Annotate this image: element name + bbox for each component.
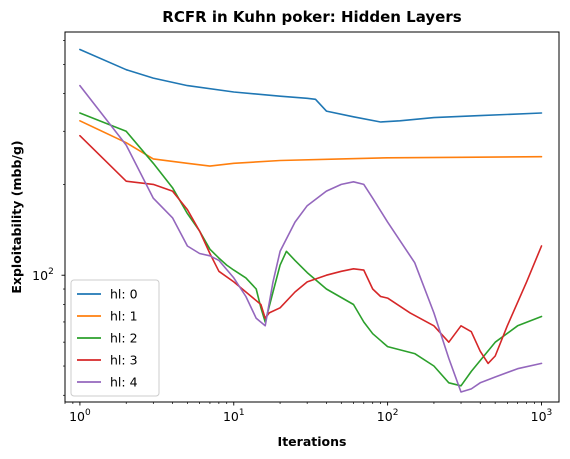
y-axis-label: Exploitability (mbb/g) [9, 140, 24, 293]
x-axis-label: Iterations [278, 434, 347, 449]
legend-label-hl-3: hl: 3 [110, 353, 138, 368]
chart-title: RCFR in Kuhn poker: Hidden Layers [162, 8, 461, 26]
y-tick-label: 102 [32, 267, 54, 283]
x-tick-label: 101 [223, 408, 245, 424]
legend-label-hl-2: hl: 2 [110, 331, 138, 346]
x-axis-ticks: 100 101 102 103 [65, 402, 552, 424]
legend: hl: 0 hl: 1 hl: 2 hl: 3 hl: 4 [71, 280, 159, 396]
legend-label-hl-0: hl: 0 [110, 287, 138, 302]
x-tick-label: 100 [69, 408, 91, 424]
legend-label-hl-1: hl: 1 [110, 309, 138, 324]
series-line-hl-0 [80, 50, 542, 123]
x-tick-label: 102 [377, 408, 399, 424]
x-tick-label: 103 [531, 408, 553, 424]
legend-label-hl-4: hl: 4 [110, 375, 138, 390]
y-axis-ticks: 102 [32, 40, 65, 395]
